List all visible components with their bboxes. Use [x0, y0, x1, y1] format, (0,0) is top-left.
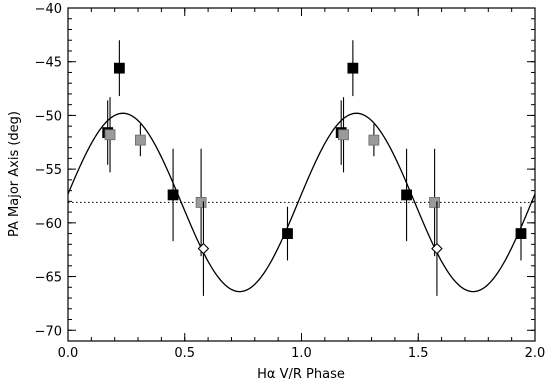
data-point-square — [515, 228, 527, 239]
y-tick-label: −60 — [35, 217, 62, 232]
y-tick-label: −50 — [35, 109, 62, 124]
data-point-diamond — [197, 242, 210, 255]
y-tick-label: −55 — [35, 163, 62, 178]
y-tick-label: −45 — [35, 56, 62, 71]
y-tick-label: −65 — [35, 271, 62, 286]
y-tick-label: −70 — [35, 324, 62, 339]
x-tick-label: 1.0 — [291, 346, 312, 361]
data-point-square — [113, 62, 125, 74]
data-point-square — [134, 134, 146, 146]
data-point-square — [368, 134, 380, 146]
axes-layer: 0.0 0.5 1.0 1.5 2.0 −70 −65 −60 −55 −50 −45 −40 — [35, 2, 545, 361]
model-curve-layer — [68, 112, 535, 293]
data-point-square — [401, 189, 412, 201]
data-point-square — [347, 62, 359, 74]
data-point-square — [282, 228, 293, 239]
data-point-square — [167, 189, 179, 201]
x-axis-label: Hα V/R Phase — [257, 367, 345, 381]
data-points-layer — [102, 40, 527, 296]
y-axis-label: PA Major Axis (deg) — [7, 111, 22, 237]
plot-frame — [67, 7, 536, 342]
data-point-square — [195, 197, 207, 208]
x-tick-label: 1.5 — [408, 346, 429, 361]
y-tick-label: −40 — [35, 2, 62, 17]
data-point-square — [429, 197, 440, 208]
model-curve — [68, 112, 535, 293]
x-tick-label: 2.0 — [525, 346, 545, 361]
data-point-square — [338, 129, 349, 141]
x-tick-label: 0.0 — [58, 346, 79, 361]
data-point-square — [104, 129, 116, 141]
x-tick-label: 0.5 — [174, 346, 195, 361]
data-point-diamond — [431, 242, 443, 255]
